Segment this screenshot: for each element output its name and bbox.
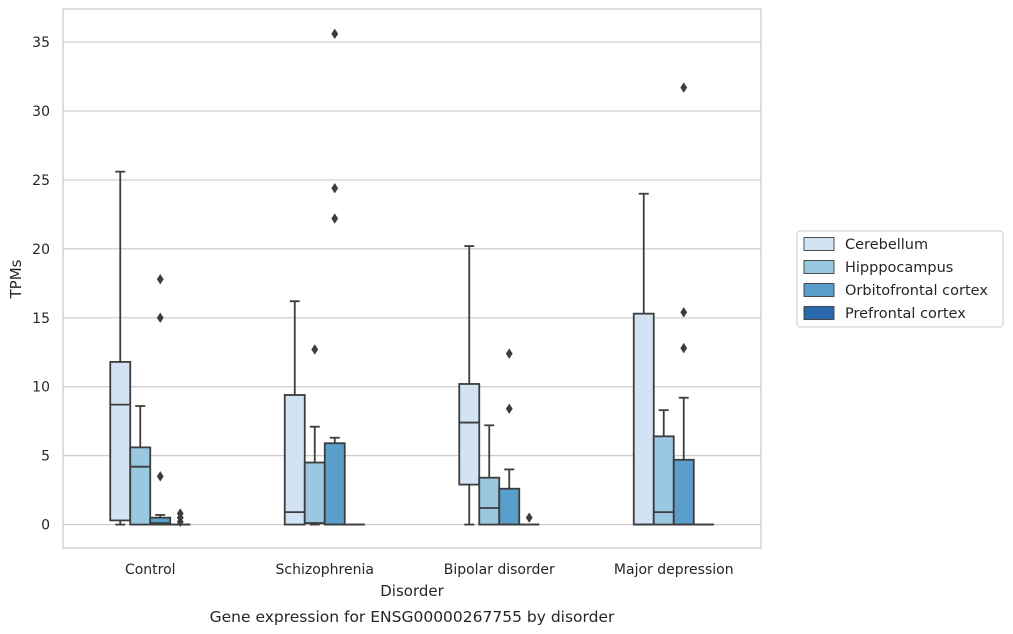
y-tick-label: 25 (32, 173, 50, 189)
x-tick-label: Control (125, 562, 176, 578)
outlier-point (680, 342, 688, 354)
box-1 (652, 409, 675, 526)
legend-swatch (803, 306, 835, 320)
box-groups (109, 28, 714, 528)
box-2 (149, 273, 172, 526)
box-3 (170, 508, 191, 528)
box-0 (109, 170, 132, 526)
x-tick-label: Bipolar disorder (444, 562, 555, 578)
x-axis-label: Disorder (380, 582, 444, 600)
box-3 (519, 512, 540, 526)
box-iqr (458, 383, 481, 486)
legend-label: Orbitofrontal cortex (845, 283, 988, 299)
x-tick-label: Schizophrenia (276, 562, 374, 578)
box-iqr (498, 487, 521, 526)
y-tick-label: 5 (41, 449, 50, 465)
legend: Cerebellum Hipppocampus Orbitofrontal cort… (796, 230, 1004, 328)
box-iqr (478, 476, 501, 526)
outlier-point (331, 28, 339, 40)
y-tick-label: 15 (32, 311, 50, 327)
legend-swatch (803, 260, 835, 274)
outlier-point (331, 183, 339, 194)
box-iqr (323, 442, 346, 526)
category-group (283, 28, 365, 526)
box-0 (283, 300, 306, 526)
outlier-point (156, 471, 164, 482)
box-0 (632, 192, 655, 526)
box-2 (498, 348, 521, 526)
box-iqr (632, 312, 655, 526)
box-iqr (109, 361, 132, 522)
category-group (458, 245, 540, 526)
box-2 (672, 82, 695, 526)
outlier-point (505, 403, 513, 414)
legend-swatch (803, 283, 835, 297)
y-axis-label: TPMs (7, 259, 25, 299)
outlier-point (156, 273, 164, 285)
y-tick-label: 35 (32, 35, 50, 51)
legend-item: Hipppocampus (803, 260, 953, 276)
box-iqr (129, 446, 152, 526)
box-iqr (303, 461, 326, 525)
y-tick-label: 20 (32, 242, 50, 258)
outlier-point (680, 82, 688, 93)
box-iqr (672, 458, 695, 526)
y-tick-label: 10 (32, 380, 50, 396)
y-tick-labels: 0 5 10 15 20 25 30 35 (32, 35, 50, 533)
outlier-point (331, 213, 339, 224)
box-0 (458, 245, 481, 526)
outlier-point (311, 344, 319, 355)
box-2 (323, 28, 346, 526)
outlier-point (505, 348, 513, 359)
x-tick-labels: Control Schizophrenia Bipolar disorder Majo… (125, 562, 734, 578)
outlier-point (176, 508, 184, 519)
legend-label: Hipppocampus (845, 260, 953, 276)
legend-item: Orbitofrontal cortex (803, 283, 988, 299)
legend-item: Prefrontal cortex (803, 306, 966, 322)
box-iqr (149, 516, 172, 526)
category-group (632, 82, 714, 526)
plot-frame (62, 8, 762, 549)
outlier-point (680, 307, 688, 318)
y-tick-label: 0 (41, 518, 50, 534)
y-tick-label: 30 (32, 104, 50, 120)
outlier-point (156, 312, 164, 323)
x-tick-label: Major depression (614, 562, 734, 578)
legend-label: Prefrontal cortex (845, 306, 966, 322)
legend-swatch (803, 237, 835, 251)
box-iqr (283, 394, 306, 526)
category-group (109, 170, 191, 528)
box-1 (303, 344, 326, 526)
chart-caption: Gene expression for ENSG00000267755 by d… (210, 608, 615, 626)
legend-frame (796, 230, 1004, 328)
outlier-point (525, 512, 533, 523)
legend-item: Cerebellum (803, 237, 928, 253)
box-1 (129, 405, 152, 526)
legend-label: Cerebellum (845, 237, 928, 253)
